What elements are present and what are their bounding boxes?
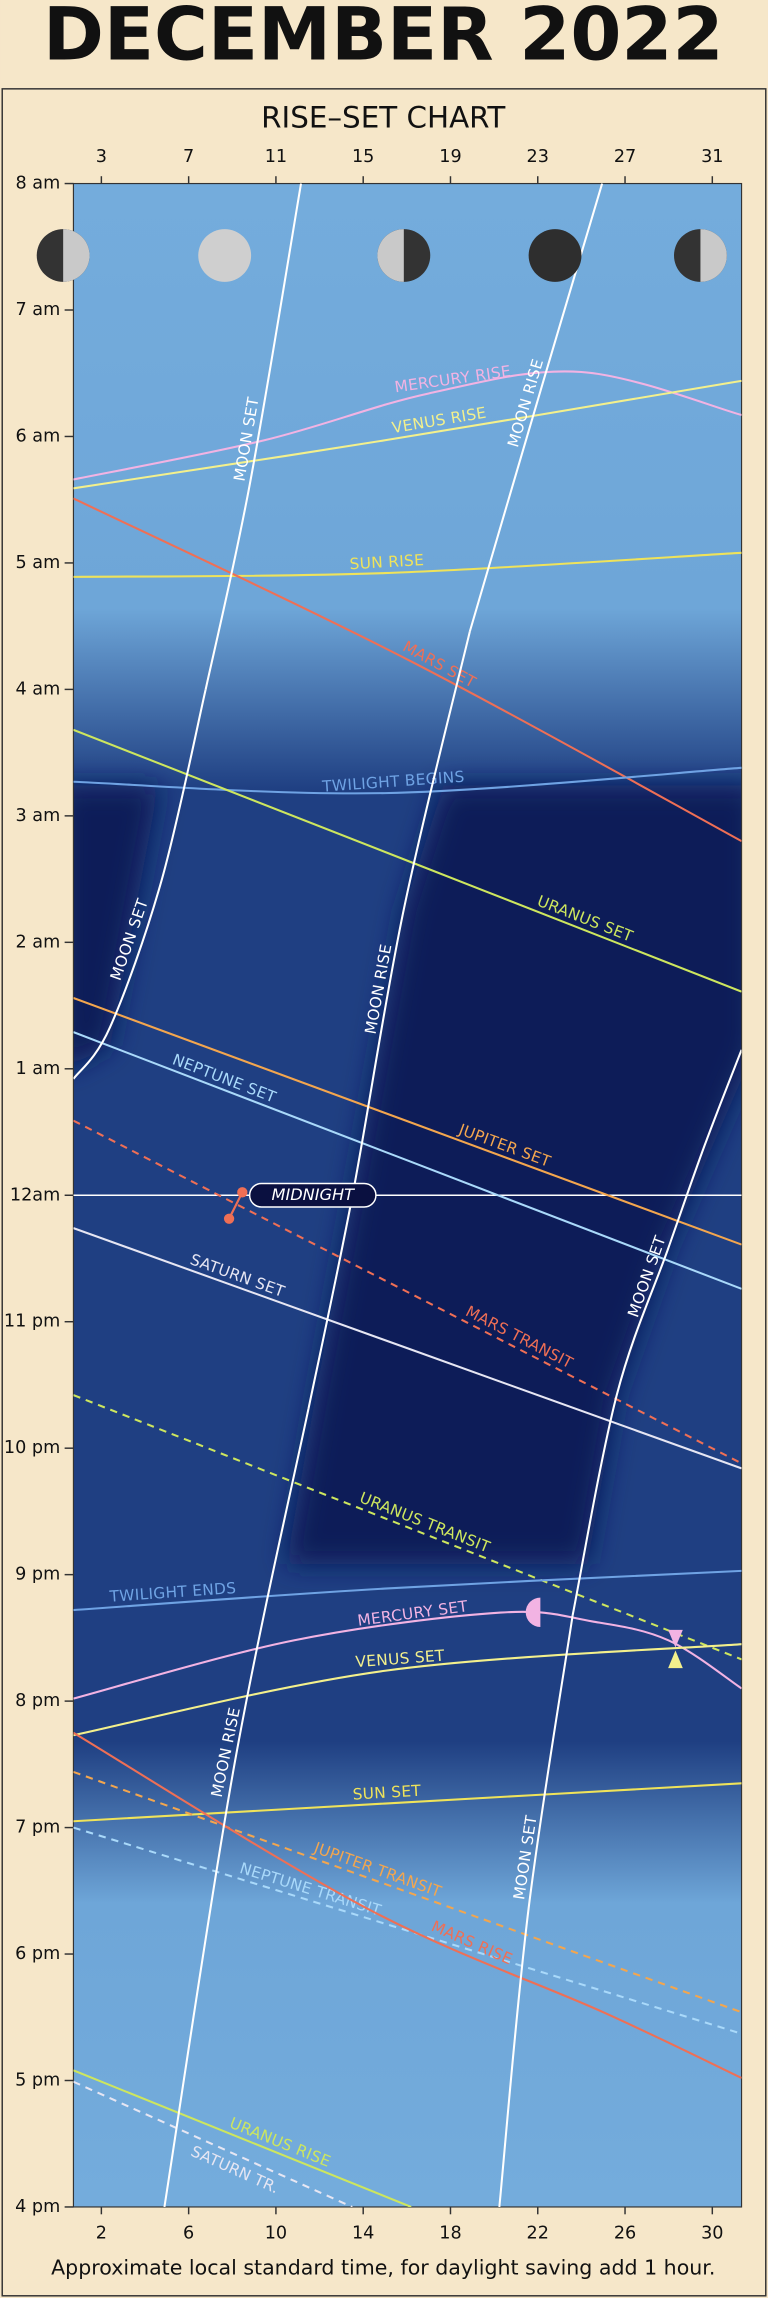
midnight-label: MIDNIGHT	[272, 1185, 356, 1204]
series-line	[73, 689, 207, 1080]
x2-tick-label: 19	[439, 147, 461, 167]
series-line	[73, 1731, 742, 2079]
x2-tick-label: 7	[183, 147, 194, 167]
x2-tick-label: 11	[265, 147, 287, 167]
series-line	[73, 2080, 353, 2207]
conjunction-marker	[668, 1629, 683, 1648]
series-line	[204, 183, 303, 690]
series-line	[73, 497, 742, 843]
y-tick-label: 12am	[10, 1185, 60, 1205]
x-tick-label: 26	[614, 2223, 636, 2243]
mars-marker	[237, 1187, 248, 1198]
moonless-night	[73, 785, 742, 1564]
series-line	[73, 997, 742, 1246]
y-tick-label: 4 pm	[15, 2197, 60, 2217]
y-tick-label: 11 pm	[4, 1312, 60, 1332]
series-line	[73, 2069, 412, 2207]
moon-phase	[700, 229, 727, 282]
x-tick-label: 2	[96, 2223, 107, 2243]
series-line	[73, 551, 742, 578]
mercury-marker	[525, 1597, 541, 1627]
y-tick-label: 7 pm	[15, 1818, 60, 1838]
series-label: SUN SET	[352, 1782, 422, 1804]
moon-phases	[36, 229, 727, 282]
x2-tick-label: 23	[527, 147, 549, 167]
series-line	[163, 1408, 310, 2207]
series-line	[73, 1643, 742, 1737]
conjunction-marker	[668, 1650, 683, 1669]
series-line	[73, 1569, 742, 1612]
x-tick-label: 22	[527, 2223, 549, 2243]
dark-region	[286, 785, 742, 1564]
moon-phase	[63, 229, 90, 282]
x2-tick-label: 15	[352, 147, 374, 167]
y-tick-label: 1 am	[15, 1059, 60, 1079]
midnight-pill	[248, 1182, 377, 1208]
y-tick-label: 5 pm	[15, 2070, 60, 2090]
y-tick-label: 10 pm	[4, 1438, 60, 1458]
x-tick-label: 14	[352, 2223, 374, 2243]
series-line	[73, 728, 742, 993]
y-tick-label: 8 pm	[15, 1691, 60, 1711]
y-tick-label: 8 am	[15, 174, 60, 194]
series-line	[73, 1119, 742, 1465]
series-line	[73, 1610, 742, 1700]
series-line	[498, 1614, 574, 2207]
y-tick-label: 6 pm	[15, 1944, 60, 1964]
series-line	[73, 1031, 742, 1290]
series-line	[73, 379, 742, 490]
y-tick-label: 4 am	[15, 679, 60, 699]
chart-title: DECEMBER 2022	[43, 0, 724, 78]
moon-phase	[198, 229, 252, 282]
x2-tick-label: 3	[96, 147, 107, 167]
x-tick-label: 18	[439, 2223, 461, 2243]
series-line	[73, 1826, 742, 2035]
series-label: SUN RISE	[349, 551, 424, 573]
series-line	[73, 1394, 742, 1661]
x-tick-label: 10	[265, 2223, 287, 2243]
series-line	[73, 1227, 742, 1470]
series-line	[468, 183, 604, 632]
series-line	[73, 1770, 742, 2014]
markers	[223, 1187, 683, 1669]
x2-tick-label: 31	[701, 147, 723, 167]
y-tick-label: 9 pm	[15, 1565, 60, 1585]
series-line	[571, 1049, 742, 1616]
x-tick-label: 30	[701, 2223, 723, 2243]
series-line	[73, 766, 742, 795]
y-tick-label: 7 am	[15, 300, 60, 320]
series-line	[307, 630, 471, 1410]
series-line	[73, 370, 742, 481]
moon-phase	[528, 229, 582, 282]
x-tick-label: 6	[183, 2223, 194, 2243]
y-tick-label: 6 am	[15, 426, 60, 446]
series-line	[73, 1782, 742, 1823]
footnote: Approximate local standard time, for day…	[51, 2256, 715, 2280]
frame	[1, 88, 767, 2297]
dark-region	[73, 785, 159, 1065]
x2-tick-label: 27	[614, 147, 636, 167]
y-tick-label: 2 am	[15, 932, 60, 952]
y-tick-label: 3 am	[15, 806, 60, 826]
y-tick-label: 5 am	[15, 553, 60, 573]
moon-phase	[377, 229, 404, 282]
mars-marker	[223, 1213, 235, 1224]
chart-subtitle: RISE–SET CHART	[261, 100, 506, 134]
